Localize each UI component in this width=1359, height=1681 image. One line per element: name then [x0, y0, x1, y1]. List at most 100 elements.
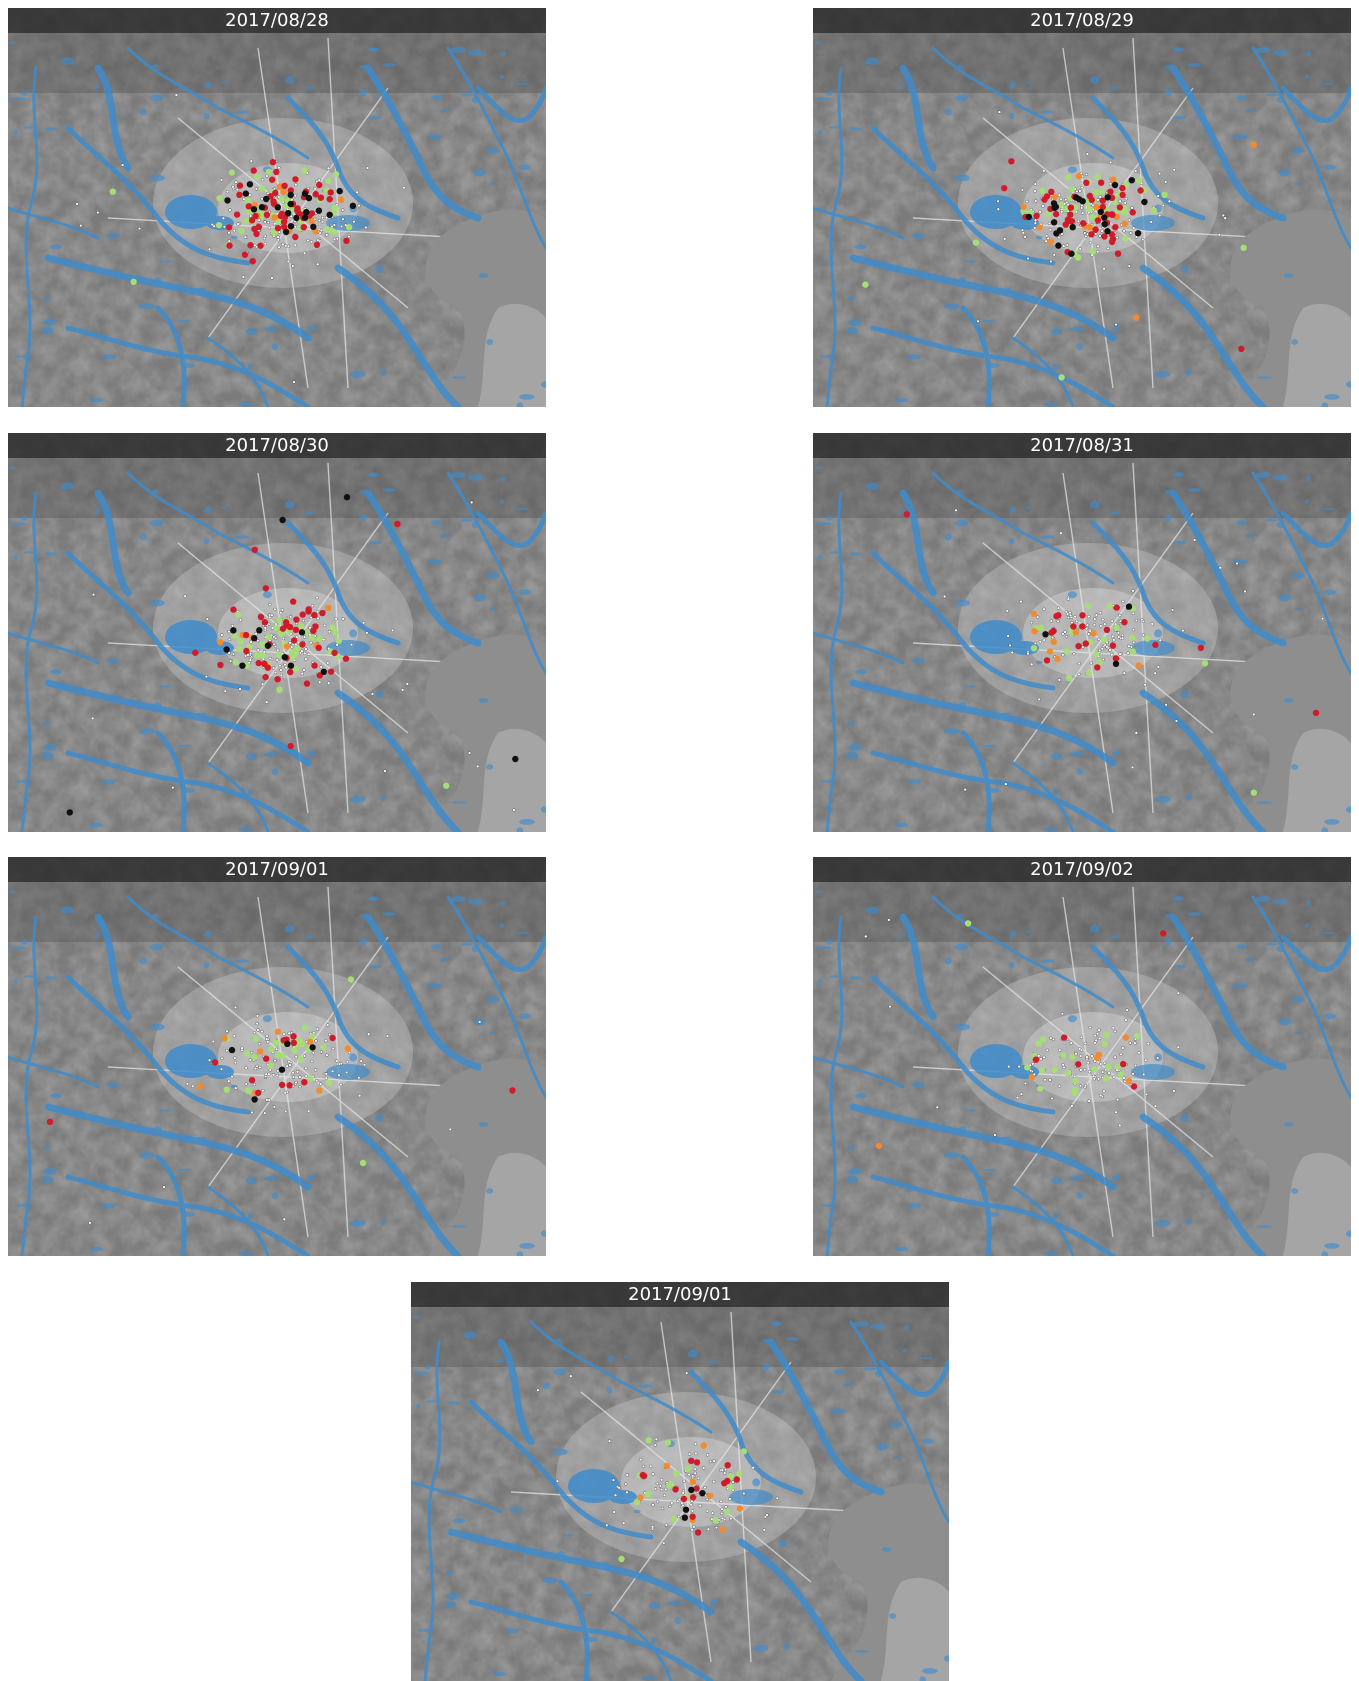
report-marker-white [698, 1504, 702, 1508]
report-marker-white [254, 187, 258, 191]
report-marker-orange [1030, 610, 1037, 617]
report-marker-white [1098, 195, 1102, 199]
report-marker-white [1046, 236, 1050, 240]
report-marker-red [277, 212, 284, 220]
report-marker-red [1075, 643, 1082, 650]
report-marker-white [317, 218, 321, 223]
satellite-map [8, 433, 546, 832]
report-marker-orange [637, 1494, 644, 1501]
report-marker-green [645, 1437, 652, 1444]
report-marker-red [342, 655, 350, 662]
date-label: 2017/09/02 [1030, 859, 1134, 880]
report-marker-green [267, 1062, 274, 1069]
report-marker-red [1080, 220, 1087, 227]
report-marker-red [294, 205, 301, 212]
report-marker-white [272, 666, 276, 670]
report-marker-white [225, 190, 230, 194]
report-marker-white [248, 658, 252, 662]
report-marker-green [1058, 374, 1065, 381]
report-marker-red [1094, 664, 1101, 671]
report-marker-white [1149, 220, 1153, 224]
report-marker-green [345, 224, 353, 231]
report-marker-red [283, 622, 290, 629]
report-marker-black [305, 194, 313, 202]
report-marker-red [226, 242, 233, 249]
report-marker-red [236, 191, 243, 198]
flood-extent-layer [813, 41, 1351, 407]
report-marker-white [1050, 1096, 1054, 1101]
report-marker-orange [736, 1505, 744, 1512]
report-marker-white [690, 1509, 695, 1513]
report-marker-orange [1046, 648, 1054, 655]
report-marker-red [319, 609, 326, 617]
report-marker-white [1025, 199, 1029, 204]
report-marker-white [279, 673, 283, 677]
report-marker-orange [196, 1083, 204, 1090]
report-marker-red [1108, 211, 1116, 218]
report-marker-white [316, 262, 320, 266]
report-marker-black [230, 627, 237, 634]
report-marker-white [711, 1511, 715, 1515]
report-marker-white [611, 1478, 616, 1482]
report-marker-green [299, 1040, 306, 1048]
report-marker-white [1056, 619, 1060, 623]
report-marker-white [651, 1472, 655, 1476]
report-marker-green [1085, 669, 1093, 676]
report-marker-red [1070, 623, 1077, 630]
report-marker-white [294, 1055, 298, 1059]
report-marker-green [278, 195, 286, 203]
report-marker-green [1044, 210, 1052, 218]
report-marker-green [1098, 188, 1105, 196]
report-marker-green [645, 1491, 652, 1498]
report-marker-white [1115, 236, 1119, 240]
report-marker-black [512, 755, 519, 763]
date-label: 2017/09/01 [628, 1284, 732, 1305]
report-marker-red [310, 627, 317, 634]
report-marker-white [293, 194, 297, 198]
report-marker-green [1063, 648, 1071, 655]
report-marker-white [250, 1051, 254, 1055]
report-marker-white [1125, 1008, 1129, 1012]
report-marker-white [1065, 243, 1069, 247]
report-marker-red [274, 224, 282, 232]
report-marker-white [1033, 189, 1037, 193]
report-marker-green [1201, 660, 1209, 667]
report-marker-red [1001, 185, 1008, 192]
report-marker-white [1092, 623, 1096, 627]
report-marker-white [751, 1466, 755, 1470]
report-marker-red [236, 182, 244, 189]
report-marker-white [1132, 640, 1136, 644]
report-marker-green [258, 185, 266, 192]
report-marker-white [319, 1082, 323, 1086]
report-marker-white [1111, 1026, 1115, 1030]
report-marker-red [1094, 217, 1102, 224]
report-marker-white [1084, 627, 1089, 631]
report-marker-red [1048, 188, 1055, 195]
report-marker-red [1099, 203, 1107, 211]
report-marker-red [1043, 657, 1051, 664]
report-marker-green [325, 177, 332, 184]
report-marker-black [1101, 221, 1108, 228]
report-marker-white [253, 243, 257, 247]
report-marker-white [234, 1086, 238, 1090]
report-marker-red [1032, 1056, 1040, 1063]
report-marker-black [287, 200, 294, 208]
report-marker-white [301, 618, 305, 623]
report-marker-green [245, 208, 253, 216]
reservoir [165, 195, 217, 229]
report-marker-green [330, 228, 338, 236]
report-marker-green [272, 624, 280, 631]
report-marker-white [1111, 634, 1115, 638]
report-marker-white [266, 220, 270, 225]
report-marker-white [337, 1073, 341, 1077]
report-marker-white [1153, 1104, 1157, 1108]
report-marker-white [268, 603, 272, 607]
report-marker-white [1078, 189, 1082, 193]
report-marker-white [362, 1063, 367, 1067]
report-marker-white [703, 1486, 707, 1490]
report-marker-white [318, 680, 322, 684]
report-marker-orange [276, 183, 283, 190]
reservoir [970, 1044, 1022, 1078]
report-marker-white [236, 222, 240, 226]
report-marker-green [243, 1050, 250, 1057]
